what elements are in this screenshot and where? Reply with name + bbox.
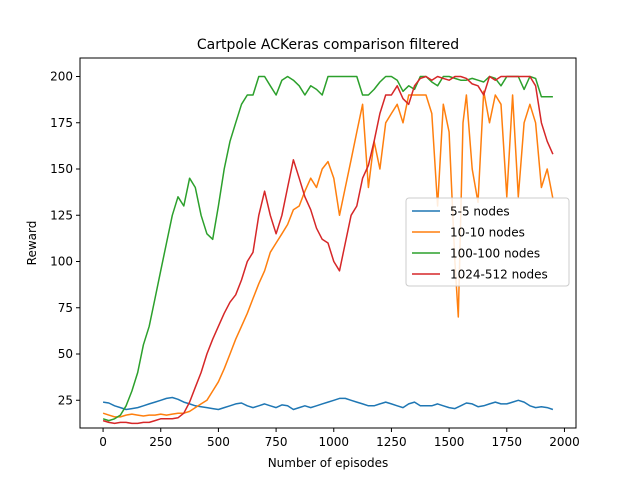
chart-title: Cartpole ACKeras comparison filtered (197, 37, 459, 53)
x-axis-label: Number of episodes (268, 456, 389, 470)
legend-label-2: 100-100 nodes (450, 247, 540, 261)
y-tick-label: 125 (50, 208, 73, 222)
x-tick-label: 250 (149, 435, 172, 449)
x-tick-label: 2000 (549, 435, 580, 449)
plot-lines (102, 75, 554, 425)
legend-label-3: 1024-512 nodes (450, 268, 548, 282)
x-tick-label: 500 (207, 435, 230, 449)
x-tick-label: 1250 (376, 435, 407, 449)
series-line-0 (102, 396, 554, 411)
y-tick-label: 200 (50, 70, 73, 84)
y-tick-label: 75 (58, 301, 73, 315)
x-tick-label: 0 (99, 435, 107, 449)
y-axis-ticks: 25 50 75 100 125 150 175 200 (50, 70, 80, 407)
x-tick-label: 1750 (492, 435, 523, 449)
legend-label-0: 5-5 nodes (450, 205, 510, 219)
x-tick-label: 1500 (434, 435, 465, 449)
y-tick-label: 100 (50, 255, 73, 269)
y-tick-label: 175 (50, 116, 73, 130)
series-line-1 (102, 90, 554, 418)
y-tick-label: 25 (58, 393, 73, 407)
series-line-2 (102, 75, 553, 422)
legend: 5-5 nodes 10-10 nodes 100-100 nodes 1024-51… (405, 197, 570, 287)
legend-label-1: 10-10 nodes (450, 226, 525, 240)
y-tick-label: 150 (50, 162, 73, 176)
x-tick-label: 1000 (318, 435, 349, 449)
y-tick-label: 50 (58, 347, 73, 361)
x-axis-ticks: 0 250 500 750 1000 1250 1500 1750 2000 (99, 428, 580, 449)
series-line-3 (102, 75, 554, 425)
y-axis-label: Reward (25, 221, 39, 266)
axes-frame (79, 57, 577, 429)
legend-box (405, 197, 570, 287)
x-tick-label: 750 (265, 435, 288, 449)
